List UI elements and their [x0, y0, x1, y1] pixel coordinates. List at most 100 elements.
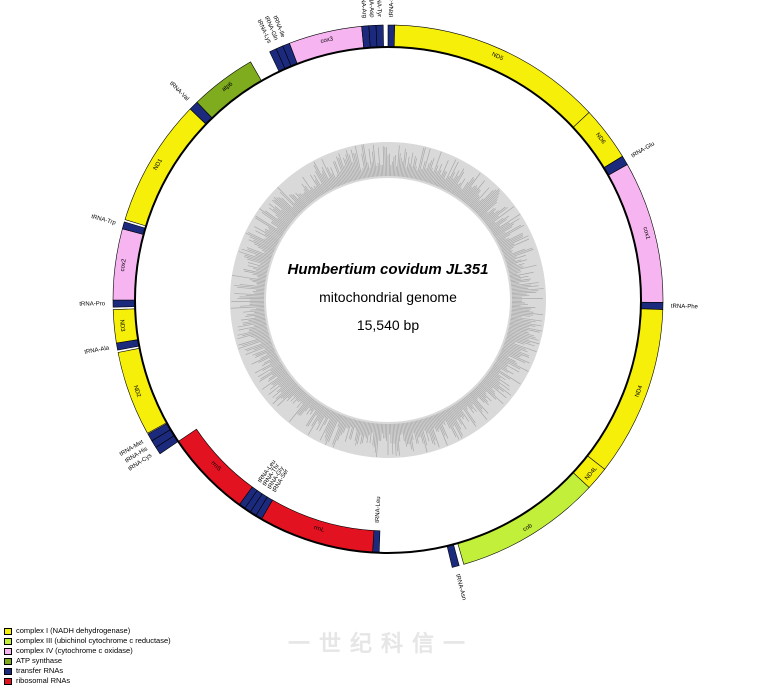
gc-bar — [485, 375, 512, 396]
gc-bar — [295, 192, 308, 207]
gc-bar — [309, 400, 316, 409]
gc-bar — [510, 315, 523, 318]
gc-bar — [238, 335, 270, 346]
gc-bar — [504, 248, 525, 258]
gc-bar — [478, 196, 499, 216]
gc-bar — [252, 346, 274, 356]
gc-bar — [511, 308, 530, 311]
gc-bar — [297, 392, 307, 403]
gc-bar — [289, 396, 311, 422]
gc-bar — [256, 283, 266, 285]
gc-bar — [422, 168, 427, 182]
gc-bar — [354, 420, 361, 442]
gc-bar — [276, 378, 293, 393]
gc-bar — [472, 198, 484, 210]
gc-bar — [466, 395, 488, 420]
gc-bar — [238, 337, 271, 349]
gc-bar — [432, 415, 439, 432]
gc-bar — [336, 174, 342, 186]
gc-bar — [409, 421, 414, 440]
gc-bar — [298, 193, 309, 206]
gc-bar — [490, 219, 507, 231]
gc-bar — [265, 230, 281, 240]
legend-swatch — [4, 637, 12, 645]
gc-bar — [303, 193, 312, 204]
gc-bar — [508, 330, 536, 339]
gc-bar — [253, 342, 272, 351]
gc-bar — [435, 174, 442, 186]
gc-bar — [492, 366, 521, 385]
gc-bar — [301, 183, 315, 201]
gc-bar — [491, 367, 511, 380]
gc-bar — [321, 159, 336, 188]
gc-bar — [509, 324, 543, 332]
gc-bar — [479, 199, 498, 217]
gc-bar — [252, 268, 268, 273]
gc-bar — [491, 213, 521, 233]
gc-bar — [415, 420, 421, 438]
gc-bar — [361, 170, 364, 179]
gc-bar — [332, 415, 344, 445]
gc-bar — [264, 345, 273, 350]
gc-bar — [237, 321, 267, 328]
gc-bar — [507, 263, 525, 269]
gc-bar — [261, 249, 273, 255]
gc-bar — [432, 170, 438, 185]
gc-bar — [238, 251, 271, 263]
gc-bar — [272, 382, 297, 405]
gc-bar — [261, 212, 287, 230]
gc-bar — [344, 418, 353, 442]
gc-bar — [254, 315, 266, 318]
gc-bar — [487, 206, 515, 227]
gc-bar — [475, 387, 487, 399]
gc-bar — [320, 183, 327, 193]
gc-bar — [269, 358, 279, 364]
gc-bar — [460, 172, 481, 200]
gc-bar — [321, 173, 331, 191]
gc-bar — [407, 422, 413, 450]
gc-bar — [315, 171, 328, 193]
gc-bar — [443, 161, 459, 190]
gc-bar — [422, 418, 430, 442]
gc-bar — [474, 388, 488, 403]
gc-bar — [429, 416, 435, 429]
gc-bar — [264, 228, 281, 239]
gene-label: tRNA-Trp — [90, 214, 116, 227]
gc-bar — [360, 421, 364, 435]
gc-bar — [510, 278, 531, 283]
gc-bar — [378, 423, 381, 441]
gc-bar — [252, 291, 265, 293]
gc-bar — [428, 416, 440, 448]
gene-label: cox2 — [120, 258, 128, 272]
gc-bar — [509, 271, 534, 278]
gc-bar — [253, 292, 265, 294]
gc-bar — [290, 194, 305, 209]
gc-bar — [401, 423, 405, 442]
gc-bar — [488, 372, 500, 382]
gc-bar — [409, 165, 413, 179]
gc-bar — [493, 363, 509, 373]
gc-bar — [268, 229, 282, 238]
gc-bar — [281, 209, 294, 221]
gc-bar — [504, 341, 526, 350]
gc-bar — [253, 322, 267, 326]
gc-bar — [498, 237, 510, 245]
gc-bar — [508, 266, 524, 271]
gc-bar — [465, 396, 474, 405]
gc-bar — [264, 252, 273, 256]
gc-bar — [454, 178, 466, 196]
gc-bar — [401, 148, 406, 177]
gc-bar — [271, 199, 295, 220]
gc-bar — [501, 348, 520, 358]
gc-bar — [310, 401, 318, 412]
gene-label: ND1 — [153, 158, 165, 172]
gc-bar — [311, 405, 325, 427]
gc-bar — [461, 187, 473, 201]
gc-bar — [484, 377, 499, 390]
gc-bar — [257, 246, 274, 254]
gc-bar — [380, 164, 382, 177]
gc-bar — [254, 311, 265, 313]
gc-bar — [316, 405, 323, 416]
gc-bar — [292, 206, 300, 214]
gc-bar — [261, 357, 279, 367]
